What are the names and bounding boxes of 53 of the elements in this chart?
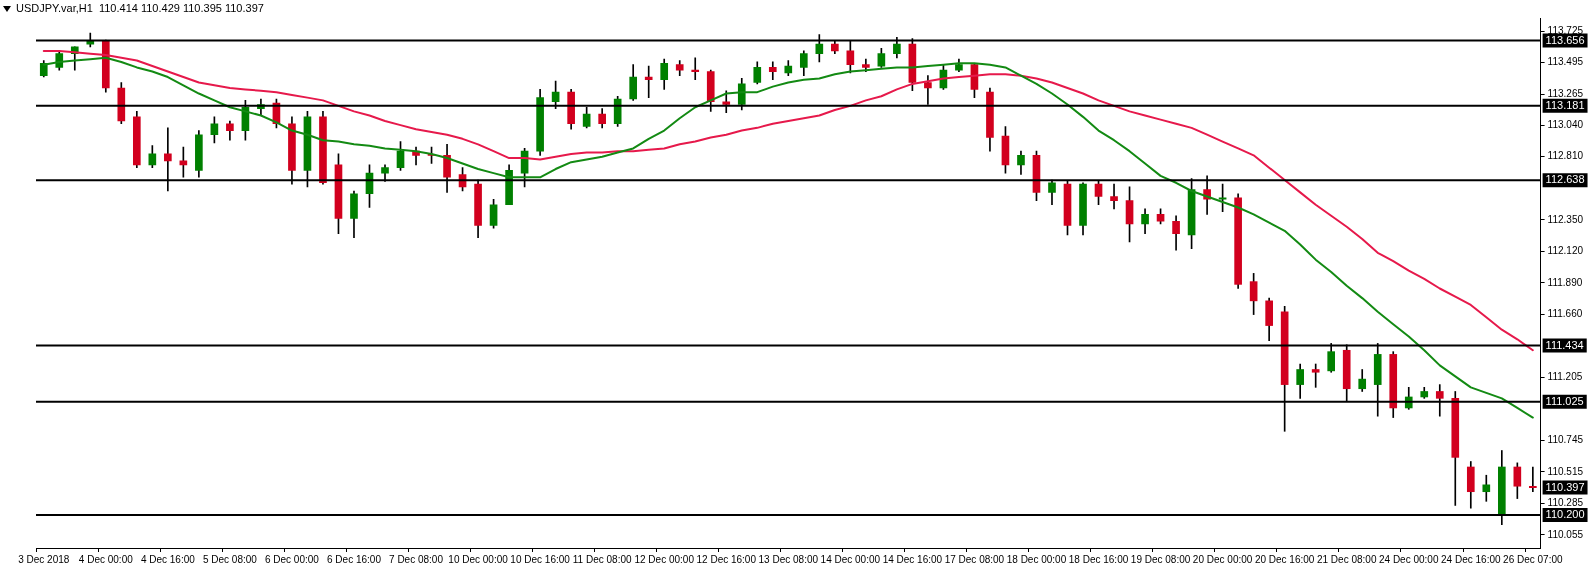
y-tick-label: 112.810 (1547, 150, 1584, 162)
x-tick-label: 21 Dec 08:00 (1316, 553, 1377, 565)
y-tick-label: 110.055 (1547, 528, 1584, 540)
candlestick (1110, 183, 1118, 210)
candlestick (691, 57, 700, 81)
chart-title: USDJPY.var,H1 110.414 110.429 110.395 110.397 (16, 2, 264, 14)
x-tick-label: 10 Dec 16:00 (510, 553, 571, 565)
x-tick-label: 10 Dec 00:00 (448, 553, 509, 565)
x-tick-label: 11 Dec 08:00 (572, 553, 632, 565)
y-tick-label: 111.890 (1547, 276, 1583, 288)
x-tick-label: 18 Dec 16:00 (1068, 553, 1129, 565)
ref-line-label: 113.181 (1545, 98, 1585, 111)
y-tick-label: 111.660 (1547, 308, 1583, 320)
x-tick-label: 6 Dec 00:00 (264, 553, 320, 565)
y-tick-label: 111.205 (1547, 370, 1583, 382)
x-tick-label: 20 Dec 16:00 (1254, 553, 1315, 565)
y-tick-label: 113.725 (1547, 24, 1584, 36)
x-tick-label: 19 Dec 08:00 (1130, 553, 1191, 565)
x-tick-label: 13 Dec 08:00 (758, 553, 819, 565)
text: 110.397 (1545, 480, 1585, 493)
candlestick (1529, 466, 1537, 493)
ref-line-label: 112.638 (1545, 173, 1585, 186)
y-tick-label: 110.515 (1547, 465, 1584, 477)
x-tick-label: 18 Dec 00:00 (1006, 553, 1067, 565)
y-tick-label: 112.120 (1547, 245, 1584, 257)
ref-line-label: 111.434 (1545, 338, 1584, 351)
y-tick-label: 112.350 (1547, 213, 1584, 225)
x-tick-label: 12 Dec 00:00 (634, 553, 695, 565)
x-tick-label: 4 Dec 00:00 (78, 553, 134, 565)
x-tick-label: 17 Dec 08:00 (944, 553, 1005, 565)
x-tick-label: 5 Dec 08:00 (202, 553, 258, 565)
x-tick-label: 7 Dec 08:00 (389, 553, 444, 565)
y-tick-label: 110.285 (1547, 497, 1584, 509)
x-tick-label: 6 Dec 16:00 (327, 553, 382, 565)
x-tick-label: 14 Dec 16:00 (882, 553, 943, 565)
ref-line-label: 111.025 (1545, 394, 1584, 407)
x-tick-label: 20 Dec 00:00 (1192, 553, 1253, 565)
y-tick-label: 113.040 (1547, 118, 1584, 130)
x-tick-label: 24 Dec 16:00 (1441, 553, 1501, 565)
x-tick-label: 24 Dec 00:00 (1379, 553, 1439, 565)
ref-line-label: 110.200 (1545, 508, 1585, 521)
y-tick-label: 113.495 (1547, 56, 1584, 68)
x-tick-label: 12 Dec 16:00 (696, 553, 757, 565)
x-tick-label: 14 Dec 00:00 (820, 553, 881, 565)
y-tick-label: 110.745 (1547, 433, 1584, 445)
ref-line-label: 113.656 (1545, 33, 1585, 46)
x-tick-label: 3 Dec 2018 (18, 553, 70, 565)
candlestick (1482, 474, 1491, 502)
x-tick-label: 26 Dec 07:00 (1503, 553, 1564, 565)
candlestick (644, 65, 653, 98)
x-tick-label: 4 Dec 16:00 (140, 553, 196, 565)
y-tick-label: 113.265 (1547, 87, 1584, 99)
candlestick (1311, 363, 1320, 388)
